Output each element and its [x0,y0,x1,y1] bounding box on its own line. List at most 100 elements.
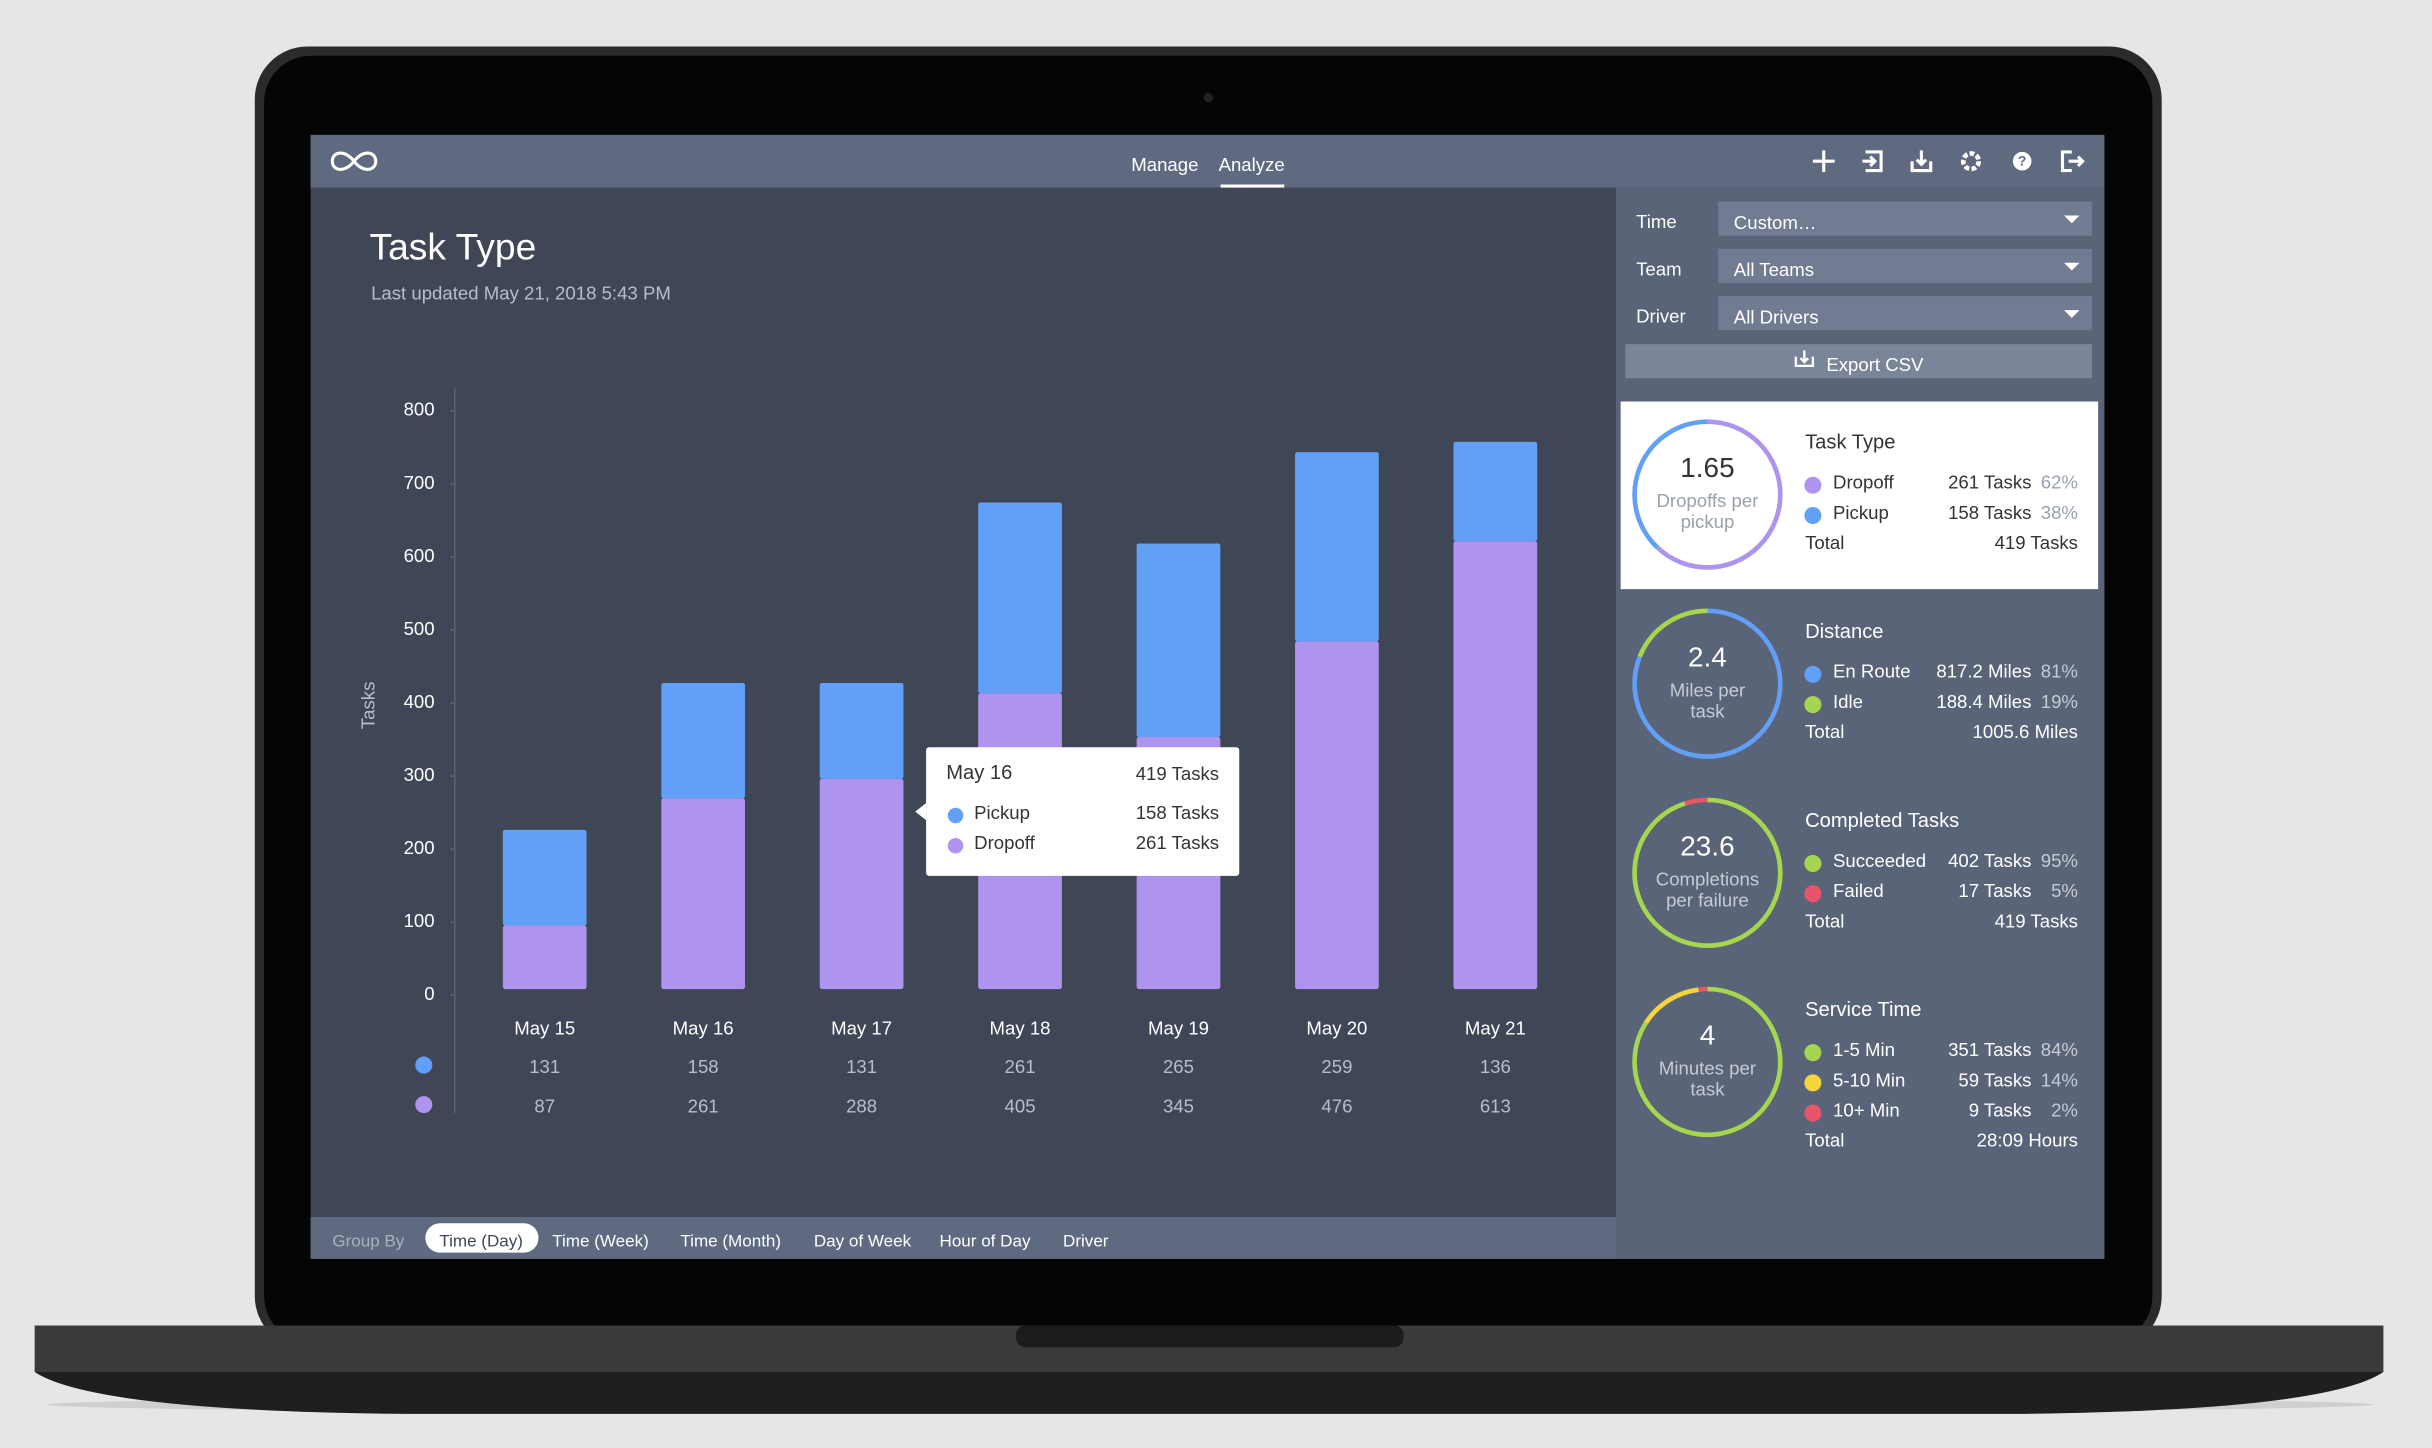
dropdown-value[interactable]: All Drivers [1734,306,1819,327]
group-by-option[interactable]: Time (Day) [439,1231,523,1250]
y-tick-label: 500 [404,618,435,639]
logout-icon[interactable] [2060,150,2085,173]
tooltip-title: May 16 [946,762,1012,784]
x-tick-label: May 15 [514,1017,575,1038]
legend-name: 10+ Min [1833,1099,1900,1120]
legend-name: Succeeded [1833,850,1926,871]
nav-bar [310,134,2105,188]
tooltip-series: Pickup [974,802,1030,823]
legend-share: 2% [2051,1099,2078,1120]
card-caption: task [1690,700,1725,721]
dropdown-value[interactable]: Custom… [1734,212,1817,233]
dropdown[interactable] [1718,248,2092,283]
export-button[interactable] [1625,344,2092,379]
bar-segment [819,778,904,990]
tooltip-dot [947,807,964,824]
nav-tab[interactable]: Manage [1131,154,1198,175]
series-dot [415,1096,433,1114]
tooltip-dot [947,837,964,854]
tooltip-value: 261 Tasks [1136,832,1219,853]
legend-share: 95% [2041,850,2078,871]
y-tick-label: 200 [404,837,435,858]
x-tick-label: May 19 [1148,1017,1209,1038]
active-tab-underline [1220,184,1285,188]
import-icon[interactable] [1862,150,1883,173]
legend-dot [1804,1104,1822,1122]
y-axis-label: Tasks [357,682,378,730]
x-tick-label: May 16 [673,1017,734,1038]
bar-segment [819,682,904,779]
group-by-option[interactable]: Time (Month) [680,1231,781,1250]
export-label[interactable]: Export CSV [1826,354,1924,375]
card-title: Distance [1805,621,1883,643]
legend-name: Dropoff [1833,472,1894,493]
card-metric: 23.6 [1680,830,1734,861]
legend-value: 158 Tasks [1948,502,2031,523]
y-tick-label: 0 [424,983,434,1004]
filter-label: Time [1636,211,1677,232]
filter-label: Team [1636,258,1681,279]
card-caption: Dropoffs per [1656,490,1758,511]
logo[interactable] [330,151,378,171]
add-icon[interactable] [1812,150,1835,173]
legend-dot [1804,506,1822,525]
legend-name: Idle [1833,691,1863,712]
series-dot [415,1056,433,1074]
card-caption: Completions [1656,868,1759,889]
table-value: 261 [1005,1056,1036,1077]
nav-tab[interactable]: Analyze [1219,154,1285,175]
group-by-option[interactable]: Time (Week) [552,1231,649,1250]
x-tick-label: May 17 [831,1017,892,1038]
tooltip-series: Dropoff [974,832,1035,853]
table-value: 261 [688,1096,719,1117]
tooltip-value: 158 Tasks [1136,802,1219,823]
y-tick-label: 300 [404,764,435,785]
legend-value: 9 Tasks [1969,1099,2032,1120]
bar-segment [1136,543,1221,738]
base-edge [34,1372,2384,1414]
bar-segment [1295,452,1379,642]
legend-value: 351 Tasks [1948,1039,2031,1060]
legend-value: 261 Tasks [1948,472,2031,493]
y-tick-label: 600 [404,545,435,566]
legend-name: 5-10 Min [1833,1069,1905,1090]
legend-share: 62% [2041,472,2078,493]
help-glyph: ? [2018,153,2027,169]
dropdown[interactable] [1718,201,2092,236]
table-value: 87 [534,1096,555,1117]
dropdown[interactable] [1718,296,2092,331]
group-by-option[interactable]: Day of Week [814,1231,912,1250]
dropdown-value[interactable]: All Teams [1734,259,1814,280]
selected-pill [425,1223,539,1253]
card-title: Service Time [1805,999,1921,1021]
bar-segment [502,829,587,926]
x-tick-label: May 18 [990,1017,1051,1038]
legend-share: 38% [2041,502,2078,523]
table-value: 288 [846,1096,877,1117]
legend-dot [1804,696,1822,714]
legend-share: 84% [2041,1039,2078,1060]
card-title: Task Type [1805,432,1895,454]
table-value: 405 [1005,1096,1036,1117]
legend-name: En Route [1833,661,1911,682]
legend-share: 5% [2051,880,2078,901]
card-caption: pickup [1681,511,1735,532]
legend-share: 19% [2041,691,2078,712]
legend-dot [1804,885,1822,903]
download-icon[interactable] [1910,150,1933,173]
table-value: 131 [529,1056,560,1077]
bar-segment [502,925,587,990]
y-tick-label: 800 [404,399,435,420]
group-by-option[interactable]: Driver [1063,1231,1109,1250]
bar-segment [661,798,746,990]
tooltip-total: 419 Tasks [1136,763,1219,784]
ring-segment [1632,986,1783,1138]
legend-value: 188.4 Miles [1936,691,2031,712]
legend-share: 14% [2041,1069,2078,1090]
total-label: Total [1805,532,1844,553]
group-by-option[interactable]: Hour of Day [940,1231,1031,1250]
total-label: Total [1805,910,1844,931]
help-icon[interactable] [2012,151,2032,171]
